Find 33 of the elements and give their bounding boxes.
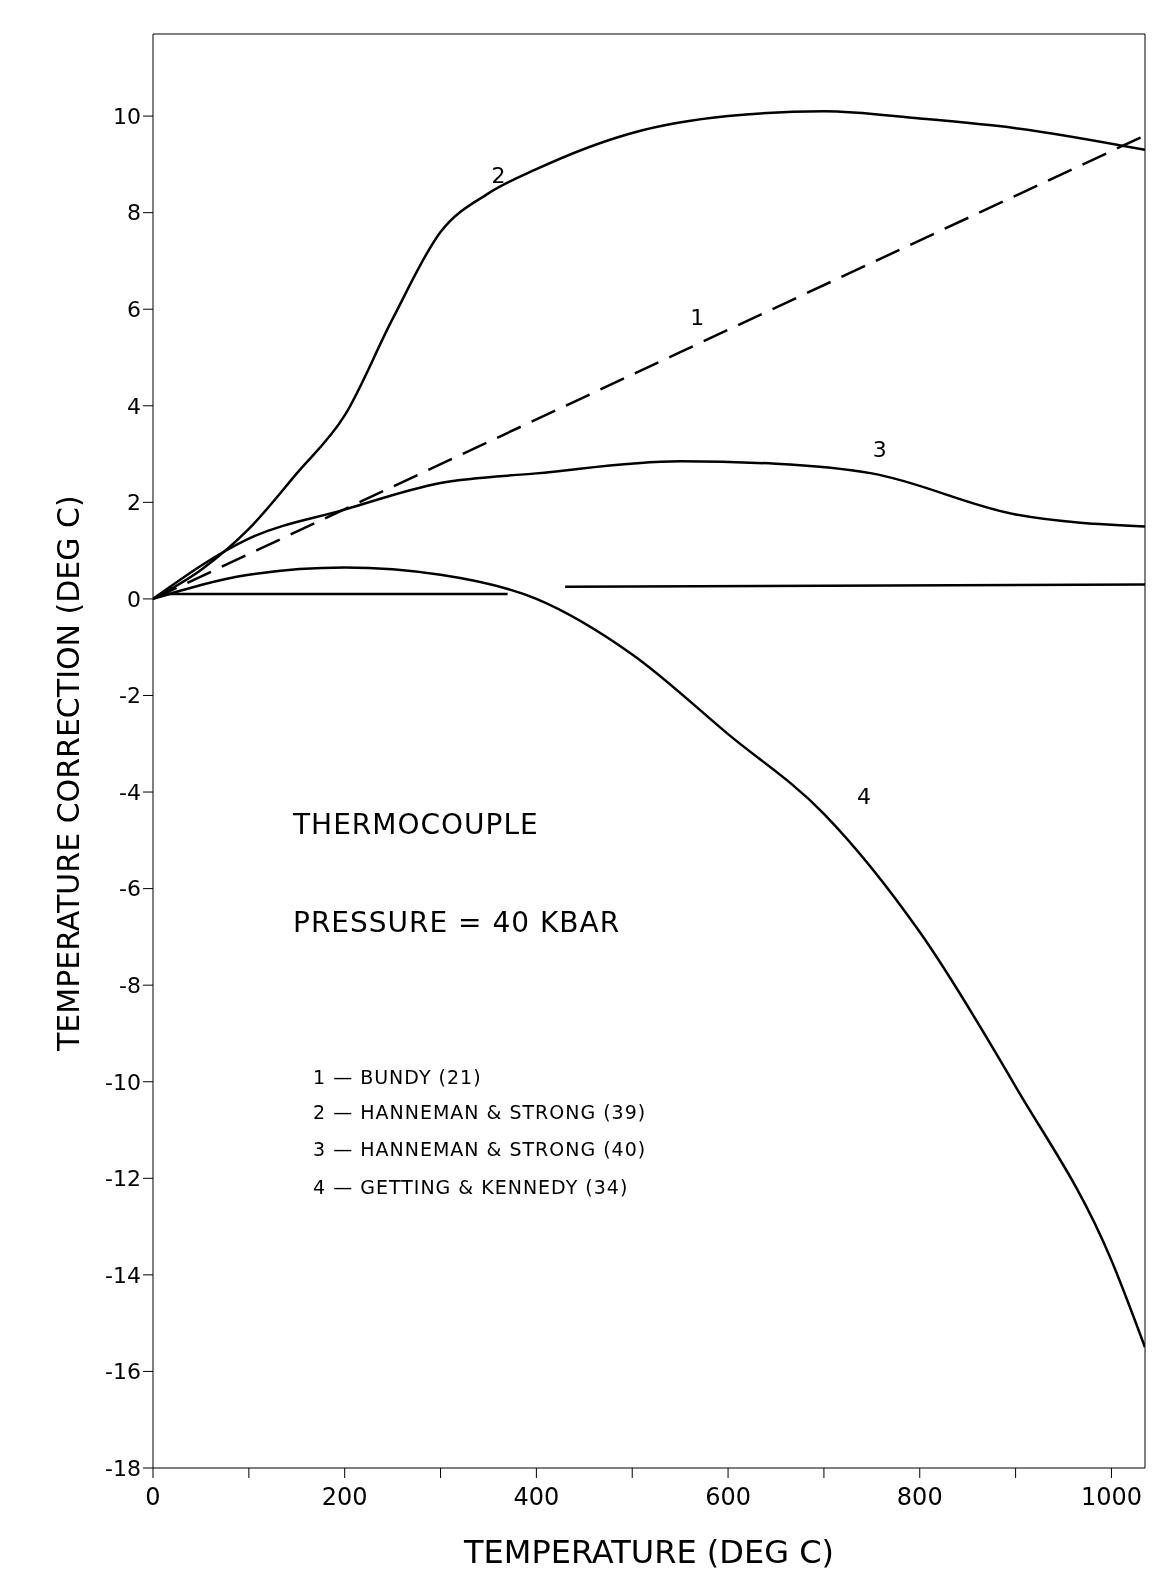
annotation: 1 — BUNDY (21) <box>313 1066 482 1088</box>
y-tick-label: -4 <box>119 779 141 805</box>
y-tick-label: 10 <box>113 103 141 129</box>
y-tick-label: -6 <box>119 876 141 902</box>
y-tick-label: -18 <box>105 1455 141 1481</box>
x-tick-label: 0 <box>145 1483 161 1512</box>
x-tick-label: 600 <box>705 1483 751 1512</box>
annotation: 4 — GETTING & KENNEDY (34) <box>313 1176 629 1198</box>
series-label: 2 <box>491 163 506 189</box>
x-tick-label: 200 <box>321 1483 368 1512</box>
y-tick-label: 6 <box>127 297 141 323</box>
series-label: 1 <box>690 304 705 330</box>
y-tick-label: -16 <box>105 1359 141 1385</box>
annotation: 2 — HANNEMAN & STRONG (39) <box>313 1101 647 1123</box>
y-tick-label: 8 <box>127 200 141 226</box>
y-tick-label: -2 <box>119 683 141 709</box>
x-axis-title: TEMPERATURE (DEG C) <box>463 1533 834 1571</box>
y-tick-label: 4 <box>127 393 141 419</box>
y-tick-label: 0 <box>127 586 141 612</box>
series-label: 4 <box>856 783 871 809</box>
annotation: THERMOCOUPLE <box>293 808 539 841</box>
y-tick-label: -8 <box>119 972 141 998</box>
series-label: 3 <box>872 437 887 463</box>
x-tick-label: 800 <box>896 1483 943 1512</box>
y-tick-label: -10 <box>105 1069 141 1095</box>
y-tick-label: 2 <box>127 490 141 516</box>
annotation: PRESSURE = 40 KBAR <box>293 906 621 939</box>
y-axis-title: TEMPERATURE CORRECTION (DEG C) <box>50 495 86 1052</box>
x-tick-label: 400 <box>513 1483 560 1512</box>
annotation: 3 — HANNEMAN & STRONG (40) <box>313 1138 647 1160</box>
y-tick-label: -12 <box>105 1166 141 1192</box>
x-tick-label: 1000 <box>1080 1483 1142 1512</box>
y-tick-label: -14 <box>105 1262 141 1288</box>
